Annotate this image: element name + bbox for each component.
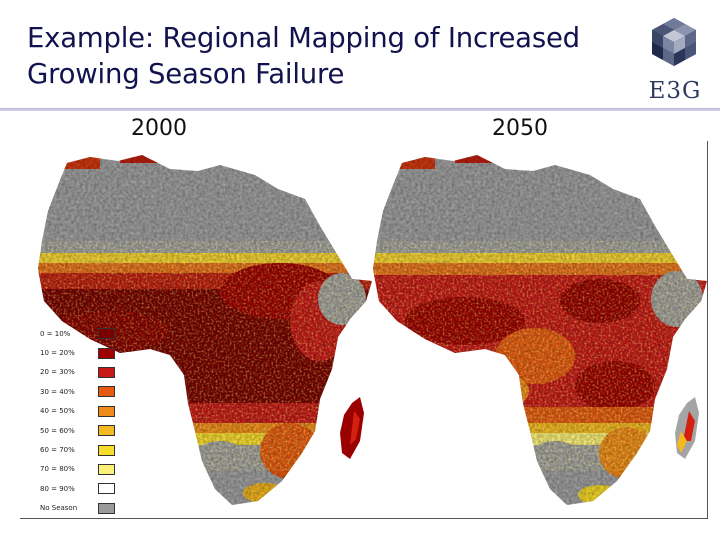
legend-swatch: [98, 405, 115, 417]
legend-swatch: [98, 463, 115, 475]
legend-label: 30 = 40%: [40, 387, 75, 396]
legend-item: No Season: [40, 499, 140, 518]
legend-label: 40 = 50%: [40, 407, 75, 416]
legend-item: 60 = 70%: [40, 440, 140, 459]
legend-item: 10 = 20%: [40, 343, 140, 362]
map-panel: 0 = 10% 10 = 20% 20 = 30% 30 = 40% 40 = 50% 5…: [20, 141, 708, 519]
legend-item: 20 = 30%: [40, 363, 140, 382]
slide-title-line-1: Example: Regional Mapping of Increased: [27, 22, 580, 54]
legend-swatch: [98, 366, 115, 378]
legend-swatch: [98, 444, 115, 456]
legend-swatch: [98, 425, 115, 437]
legend-label: 20 = 30%: [40, 368, 75, 377]
logo-wordmark: E3G: [648, 78, 702, 104]
legend-item: 0 = 10%: [40, 324, 140, 343]
africa-map-2050: [373, 155, 707, 505]
slide-title: Example: Regional Mapping of Increased G…: [27, 20, 627, 92]
legend-label: 80 = 90%: [40, 484, 75, 493]
title-divider: [0, 108, 720, 111]
legend-item: 30 = 40%: [40, 382, 140, 401]
legend-item: 80 = 90%: [40, 479, 140, 498]
map-legend: 0 = 10% 10 = 20% 20 = 30% 30 = 40% 40 = 50% 5…: [40, 324, 140, 518]
legend-label: 0 = 10%: [40, 329, 71, 338]
legend-swatch: [98, 328, 115, 340]
map-year-2000-label: 2000: [131, 116, 187, 141]
legend-label: 10 = 20%: [40, 349, 75, 358]
legend-label: 70 = 80%: [40, 465, 75, 474]
legend-item: 70 = 80%: [40, 460, 140, 479]
legend-swatch: [98, 386, 115, 398]
legend-label: 50 = 60%: [40, 426, 75, 435]
legend-item: 50 = 60%: [40, 421, 140, 440]
legend-label: No Season: [40, 504, 78, 513]
slide-title-line-2: Growing Season Failure: [27, 58, 345, 90]
legend-label: 60 = 70%: [40, 446, 75, 455]
legend-swatch: [98, 347, 115, 359]
e3g-logo-icon: [648, 16, 700, 68]
legend-item: 40 = 50%: [40, 402, 140, 421]
legend-swatch: [98, 483, 115, 495]
map-year-2050-label: 2050: [492, 116, 548, 141]
legend-swatch: [98, 502, 115, 514]
